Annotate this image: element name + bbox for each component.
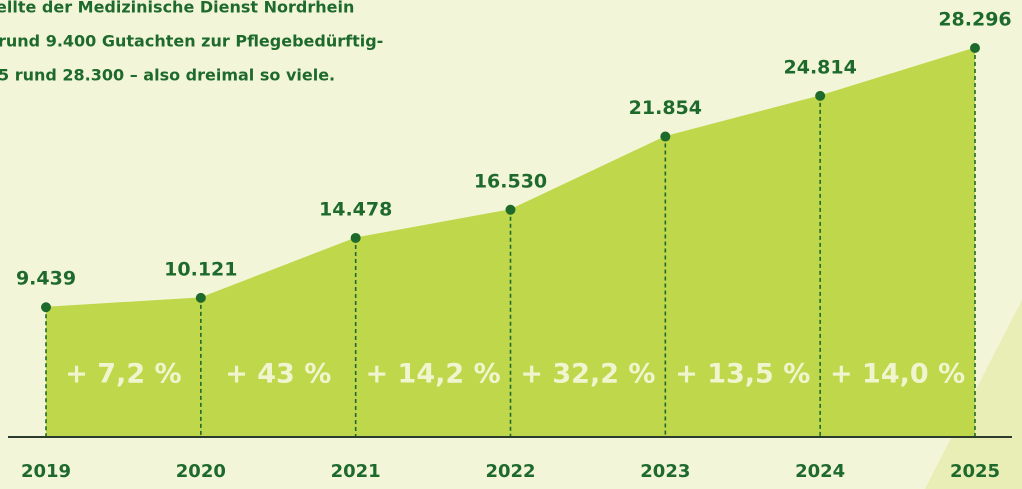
point (660, 131, 671, 142)
growth-label: + 32,2 % (520, 359, 655, 390)
growth-label: + 14,0 % (830, 359, 965, 390)
growth-label: + 14,2 % (366, 359, 501, 390)
title-line: rund 9.400 Gutachten zur Pflegebedürftig… (0, 32, 383, 51)
growth-label: + 7,2 % (65, 359, 181, 390)
x-tick-label: 2021 (331, 461, 381, 482)
x-tick-label: 2024 (795, 461, 845, 482)
point (970, 43, 980, 53)
point (195, 292, 206, 303)
value-label: 16.530 (474, 170, 547, 192)
area (46, 48, 975, 437)
value-label: 14.478 (319, 198, 392, 220)
growth-label: + 13,5 % (675, 359, 810, 390)
x-tick-label: 2023 (640, 461, 690, 482)
x-tick-label: 2019 (21, 461, 71, 482)
growth-label: + 43 % (225, 359, 331, 390)
value-label: 21.854 (629, 97, 702, 119)
value-label: 28.296 (938, 9, 1011, 31)
point (350, 232, 361, 243)
value-label: 10.121 (164, 258, 237, 280)
title-line: 5 rund 28.300 – also dreimal so viele. (0, 66, 335, 85)
point (41, 302, 51, 313)
x-tick-label: 2025 (950, 461, 1000, 482)
value-label: 24.814 (784, 56, 857, 78)
value-label: 9.439 (16, 268, 76, 290)
point (505, 204, 516, 215)
x-tick-label: 2020 (176, 461, 226, 482)
point (815, 90, 826, 101)
title-line: ellte der Medizinische Dienst Nordrhein (0, 0, 354, 17)
x-tick-label: 2022 (485, 461, 535, 482)
